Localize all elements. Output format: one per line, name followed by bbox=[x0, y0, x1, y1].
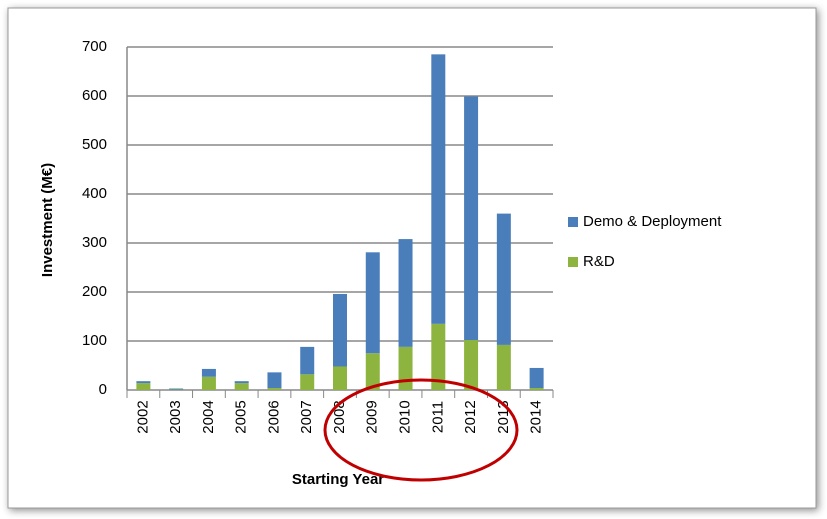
bar-segment bbox=[169, 388, 184, 390]
bar-segment bbox=[267, 372, 282, 389]
bar-segment bbox=[333, 366, 347, 390]
bar-segment bbox=[300, 374, 315, 390]
legend-swatch bbox=[568, 217, 578, 227]
y-tick-label: 0 bbox=[99, 381, 107, 398]
bar-segment bbox=[529, 388, 544, 390]
x-tick-label: 2009 bbox=[364, 400, 381, 433]
bar-segment bbox=[333, 293, 347, 367]
x-tick-label: 2002 bbox=[134, 400, 151, 433]
bar-segment bbox=[496, 344, 511, 390]
bar-segment bbox=[529, 367, 544, 389]
x-tick-label: 2006 bbox=[265, 400, 282, 433]
legend-swatch bbox=[568, 257, 578, 267]
x-tick-label: 2003 bbox=[167, 400, 184, 433]
y-axis-title: Investment (M€) bbox=[39, 163, 56, 277]
y-tick-label: 400 bbox=[82, 185, 107, 202]
bar-segment bbox=[464, 96, 479, 341]
bar-segment bbox=[136, 383, 151, 390]
legend-label: R&D bbox=[583, 253, 615, 270]
y-tick-label: 100 bbox=[82, 332, 107, 349]
legend-label: Demo & Deployment bbox=[583, 213, 722, 230]
bar-segment bbox=[365, 353, 380, 390]
bar-segment bbox=[431, 323, 446, 390]
bar-segment bbox=[267, 388, 282, 390]
y-tick-label: 500 bbox=[82, 136, 107, 153]
y-tick-label: 200 bbox=[82, 283, 107, 300]
bar-segment bbox=[431, 54, 446, 324]
x-axis-title: Starting Year bbox=[292, 471, 384, 488]
x-tick-label: 2007 bbox=[298, 400, 315, 433]
x-tick-label: 2011 bbox=[429, 401, 446, 433]
bar-segment bbox=[201, 376, 216, 390]
bar-segment bbox=[464, 340, 479, 390]
x-tick-label: 2010 bbox=[397, 400, 414, 433]
bar-segment bbox=[300, 346, 315, 375]
bar-segment bbox=[201, 368, 216, 377]
x-tick-label: 2014 bbox=[528, 400, 545, 433]
y-tick-label: 600 bbox=[82, 87, 107, 104]
bar-segment bbox=[234, 381, 249, 384]
y-tick-label: 700 bbox=[82, 38, 107, 55]
bar-segment bbox=[365, 252, 380, 354]
highlight-ellipse bbox=[323, 378, 519, 482]
x-tick-label: 2012 bbox=[462, 400, 479, 433]
bar-segment bbox=[136, 381, 151, 384]
bar-segment bbox=[398, 239, 413, 347]
x-tick-label: 2005 bbox=[233, 400, 250, 433]
bar-segment bbox=[496, 213, 511, 345]
bar-segment bbox=[234, 383, 249, 390]
bar-segment bbox=[398, 346, 413, 390]
y-tick-label: 300 bbox=[82, 234, 107, 251]
x-tick-label: 2004 bbox=[200, 400, 217, 433]
